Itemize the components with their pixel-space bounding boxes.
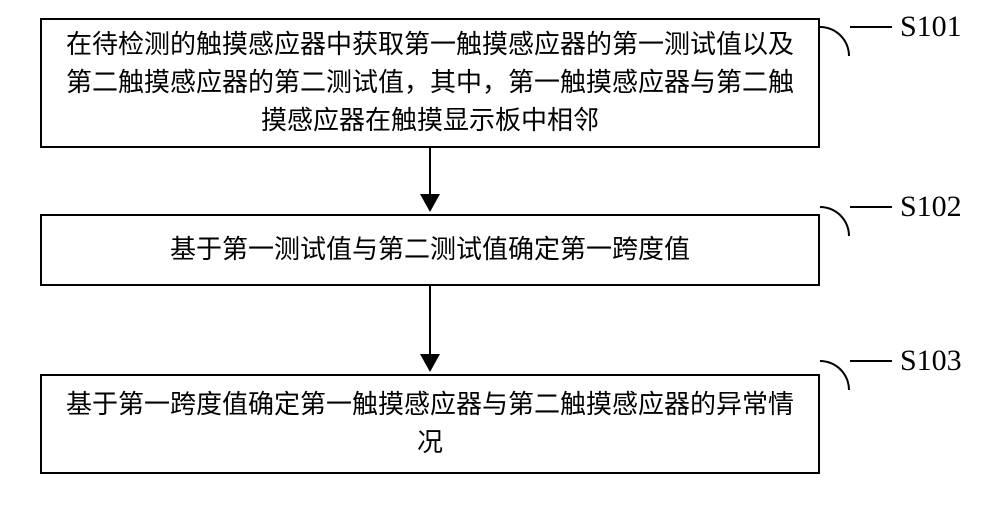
- leader-s102: [820, 206, 850, 236]
- arrow-2-head: [420, 354, 440, 372]
- step-s103-text: 基于第一跨度值确定第一触摸感应器与第二触摸感应器的异常情况: [62, 386, 798, 461]
- leader-s103-h: [850, 360, 892, 362]
- step-s103: 基于第一跨度值确定第一触摸感应器与第二触摸感应器的异常情况: [40, 374, 820, 474]
- step-s102: 基于第一测试值与第二测试值确定第一跨度值: [40, 214, 820, 286]
- arrow-2-line: [429, 286, 431, 354]
- step-s102-text: 基于第一测试值与第二测试值确定第一跨度值: [170, 231, 690, 269]
- leader-s102-h: [850, 206, 892, 208]
- arrow-1-line: [429, 148, 431, 194]
- arrow-1-head: [420, 194, 440, 212]
- label-s102: S102: [900, 190, 962, 224]
- label-s103: S103: [900, 344, 962, 378]
- step-s101: 在待检测的触摸感应器中获取第一触摸感应器的第一测试值以及第二触摸感应器的第二测试…: [40, 18, 820, 148]
- leader-s103: [820, 360, 850, 390]
- leader-s101: [820, 26, 850, 56]
- step-s101-text: 在待检测的触摸感应器中获取第一触摸感应器的第一测试值以及第二触摸感应器的第二测试…: [62, 26, 798, 139]
- flowchart-canvas: 在待检测的触摸感应器中获取第一触摸感应器的第一测试值以及第二触摸感应器的第二测试…: [0, 0, 1000, 508]
- leader-s101-h: [850, 26, 892, 28]
- label-s101: S101: [900, 10, 962, 44]
